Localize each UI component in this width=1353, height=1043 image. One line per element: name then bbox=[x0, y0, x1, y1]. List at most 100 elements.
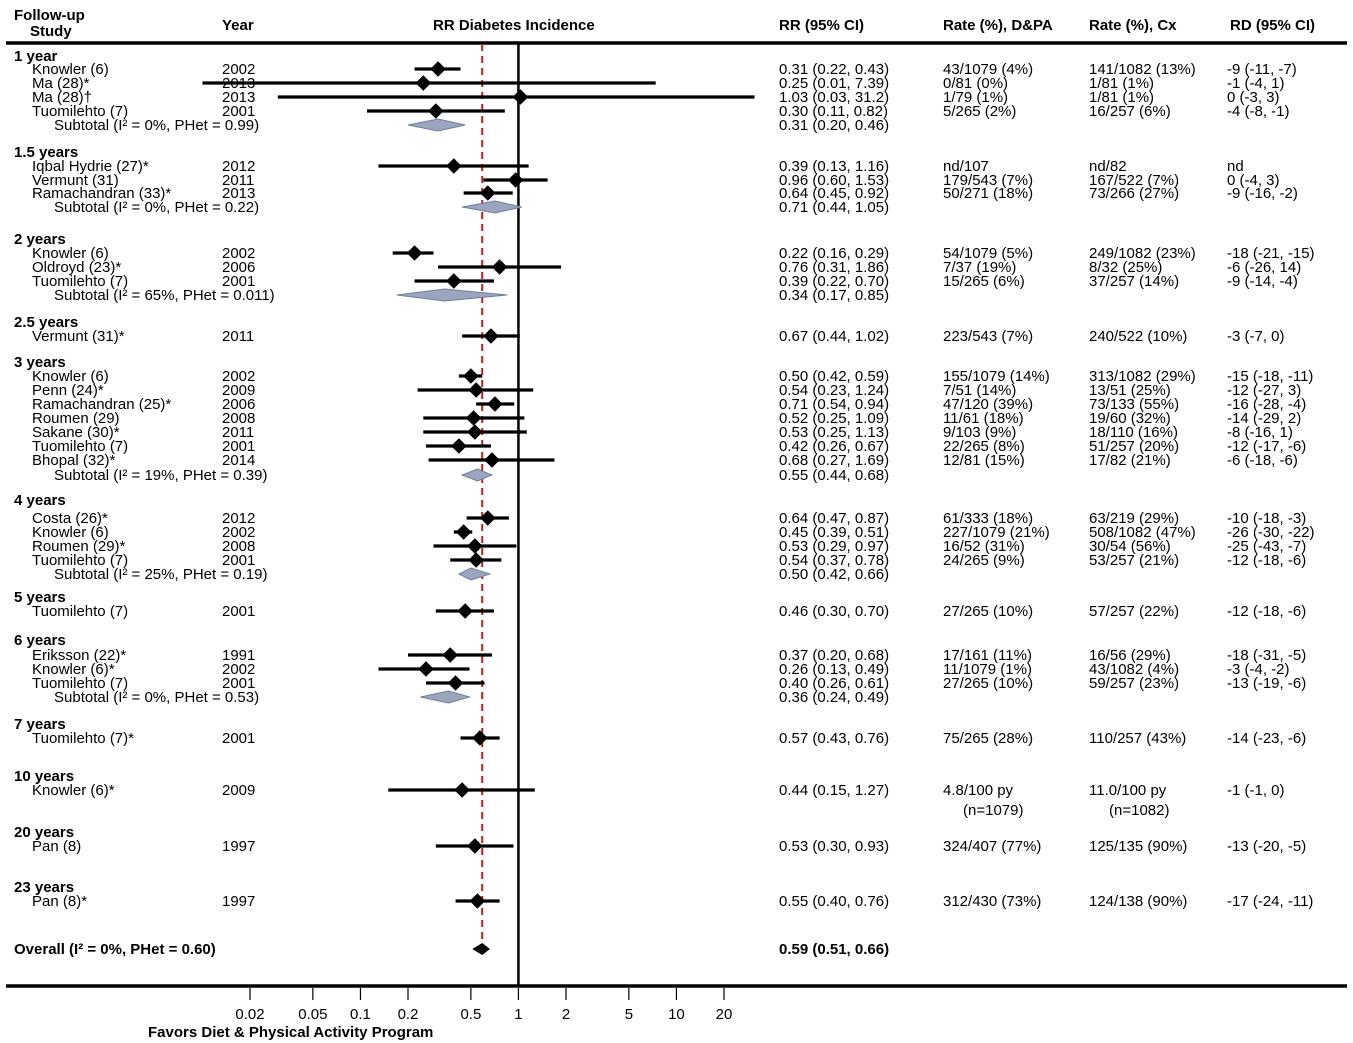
rr-ci: 0.44 (0.15, 1.27) bbox=[779, 782, 889, 799]
point-estimate bbox=[430, 61, 446, 77]
rate-dpa: 43/1079 (4%) bbox=[943, 61, 1033, 78]
rr-ci: 0.30 (0.11, 0.82) bbox=[779, 103, 888, 120]
rate-cx: 167/522 (7%) bbox=[1089, 172, 1179, 189]
rr-ci: 1.03 (0.03, 31.2) bbox=[779, 89, 889, 106]
study-year: 2002 bbox=[222, 245, 255, 262]
point-estimate bbox=[463, 368, 479, 384]
subtotal-label: Subtotal (I² = 0%, PHet = 0.22) bbox=[54, 199, 259, 216]
rate-dpa: 155/1079 (14%) bbox=[943, 368, 1050, 385]
rr-ci: 0.71 (0.54, 0.94) bbox=[779, 396, 889, 413]
rate-dpa: 27/265 (10%) bbox=[943, 603, 1033, 620]
x-tick-label: 0.2 bbox=[398, 1006, 419, 1023]
study-year: 2001 bbox=[222, 603, 255, 620]
rate-cx: 240/522 (10%) bbox=[1089, 328, 1187, 345]
rr-ci: 0.76 (0.31, 1.86) bbox=[779, 259, 889, 276]
study-year: 2012 bbox=[222, 158, 255, 175]
rate-dpa: 9/103 (9%) bbox=[943, 424, 1016, 441]
risk-difference: -18 (-21, -15) bbox=[1227, 245, 1315, 262]
study-year: 2011 bbox=[222, 328, 254, 345]
rr-ci: 0.25 (0.01, 7.39) bbox=[779, 75, 889, 92]
rr-ci: 0.26 (0.13, 0.49) bbox=[779, 661, 889, 678]
subtotal-diamond bbox=[462, 200, 522, 214]
group-label: 7 years bbox=[14, 716, 66, 733]
risk-difference: -12 (-18, -6) bbox=[1227, 603, 1306, 620]
group-label: 23 years bbox=[14, 879, 74, 896]
group-label: 2.5 years bbox=[14, 314, 78, 331]
study-name: Knowler (6) bbox=[32, 368, 109, 385]
header-plot-title: RR Diabetes Incidence bbox=[433, 17, 595, 34]
rate-dpa: 4.8/100 py bbox=[943, 782, 1014, 799]
rate-dpa: 1/79 (1%) bbox=[943, 89, 1008, 106]
header-rate-dpa: Rate (%), D&PA bbox=[943, 17, 1053, 34]
study-name: Ramachandran (25)* bbox=[32, 396, 171, 413]
rr-ci: 0.50 (0.42, 0.59) bbox=[779, 368, 889, 385]
rate-cx: 30/54 (56%) bbox=[1089, 538, 1171, 555]
study-name: Tuomilehto (7) bbox=[32, 103, 128, 120]
group-label: 3 years bbox=[14, 354, 66, 371]
x-tick-label: 20 bbox=[716, 1006, 733, 1023]
rate-dpa: 223/543 (7%) bbox=[943, 328, 1033, 345]
point-estimate bbox=[507, 172, 524, 188]
group-label: 10 years bbox=[14, 768, 74, 785]
rate-cx: 19/60 (32%) bbox=[1089, 410, 1171, 427]
rr-ci: 0.22 (0.16, 0.29) bbox=[779, 245, 889, 262]
rate-dpa: 17/161 (11%) bbox=[943, 647, 1032, 664]
rate-dpa: 54/1079 (5%) bbox=[943, 245, 1033, 262]
study-year: 2009 bbox=[222, 382, 255, 399]
rate-dpa: 27/265 (10%) bbox=[943, 675, 1033, 692]
risk-difference: -17 (-24, -11) bbox=[1227, 893, 1313, 910]
study-year: 2012 bbox=[222, 510, 255, 527]
rr-ci: 0.37 (0.20, 0.68) bbox=[779, 647, 889, 664]
group-label: 6 years bbox=[14, 632, 66, 649]
risk-difference: -14 (-29, 2) bbox=[1227, 410, 1301, 427]
subtotal-diamond bbox=[396, 288, 508, 302]
study-name: Tuomilehto (7) bbox=[32, 603, 128, 620]
point-estimate bbox=[469, 893, 486, 909]
study-year: 2001 bbox=[222, 438, 255, 455]
rate-cx: 73/133 (55%) bbox=[1089, 396, 1179, 413]
study-year: 2002 bbox=[222, 368, 255, 385]
rr-ci: 0.55 (0.40, 0.76) bbox=[779, 893, 889, 910]
header-rd: RD (95% CI) bbox=[1230, 17, 1315, 34]
study-name: Knowler (6)* bbox=[32, 782, 115, 799]
risk-difference: -16 (-28, -4) bbox=[1227, 396, 1306, 413]
x-tick-label: 0.5 bbox=[460, 1006, 481, 1023]
study-name: Costa (26)* bbox=[32, 510, 108, 527]
header-study-line2: Study bbox=[30, 23, 72, 40]
rate-cx: 249/1082 (23%) bbox=[1089, 245, 1196, 262]
rate-dpa: nd/107 bbox=[943, 158, 989, 175]
subtotal-label: Subtotal (I² = 65%, PHet = 0.011) bbox=[54, 287, 275, 304]
risk-difference: -10 (-18, -3) bbox=[1227, 510, 1306, 527]
risk-difference: 0 (-3, 3) bbox=[1227, 89, 1280, 106]
rate-cx: 508/1082 (47%) bbox=[1089, 524, 1196, 541]
risk-difference: -3 (-4, -2) bbox=[1227, 661, 1290, 678]
rr-ci: 0.52 (0.25, 1.09) bbox=[779, 410, 889, 427]
study-name: Iqbal Hydrie (27)* bbox=[32, 158, 149, 175]
rate-cx: 13/51 (25%) bbox=[1089, 382, 1171, 399]
study-name: Tuomilehto (7) bbox=[32, 273, 128, 290]
rate-dpa: 312/430 (73%) bbox=[943, 893, 1041, 910]
risk-difference: -13 (-19, -6) bbox=[1227, 675, 1306, 692]
subtotal-rr-ci: 0.36 (0.24, 0.49) bbox=[779, 689, 889, 706]
rate-cx: 73/266 (27%) bbox=[1089, 185, 1179, 202]
rr-ci: 0.53 (0.25, 1.13) bbox=[779, 424, 889, 441]
rate-cx: 16/56 (29%) bbox=[1089, 647, 1171, 664]
group-label: 4 years bbox=[14, 492, 66, 509]
risk-difference: -9 (-11, -7) bbox=[1227, 61, 1297, 78]
risk-difference: -12 (-17, -6) bbox=[1227, 438, 1306, 455]
study-name: Knowler (6) bbox=[32, 245, 109, 262]
study-year: 2009 bbox=[222, 782, 255, 799]
point-estimate bbox=[512, 89, 529, 105]
subtotal-label: Subtotal (I² = 19%, PHet = 0.39) bbox=[54, 467, 267, 484]
study-year: 1997 bbox=[222, 893, 255, 910]
risk-difference: nd bbox=[1227, 158, 1244, 175]
study-name: Tuomilehto (7) bbox=[32, 675, 128, 692]
x-axis: 0.02 0.05 0.1 0.2 0.5 1 2 5 10 20 bbox=[6, 984, 1347, 1023]
rate-dpa: 47/120 (39%) bbox=[943, 396, 1033, 413]
rate-cx: 110/257 (43%) bbox=[1089, 730, 1186, 747]
x-tick-label: 0.02 bbox=[235, 1006, 264, 1023]
point-estimate bbox=[446, 273, 462, 289]
study-year: 2001 bbox=[222, 730, 255, 747]
